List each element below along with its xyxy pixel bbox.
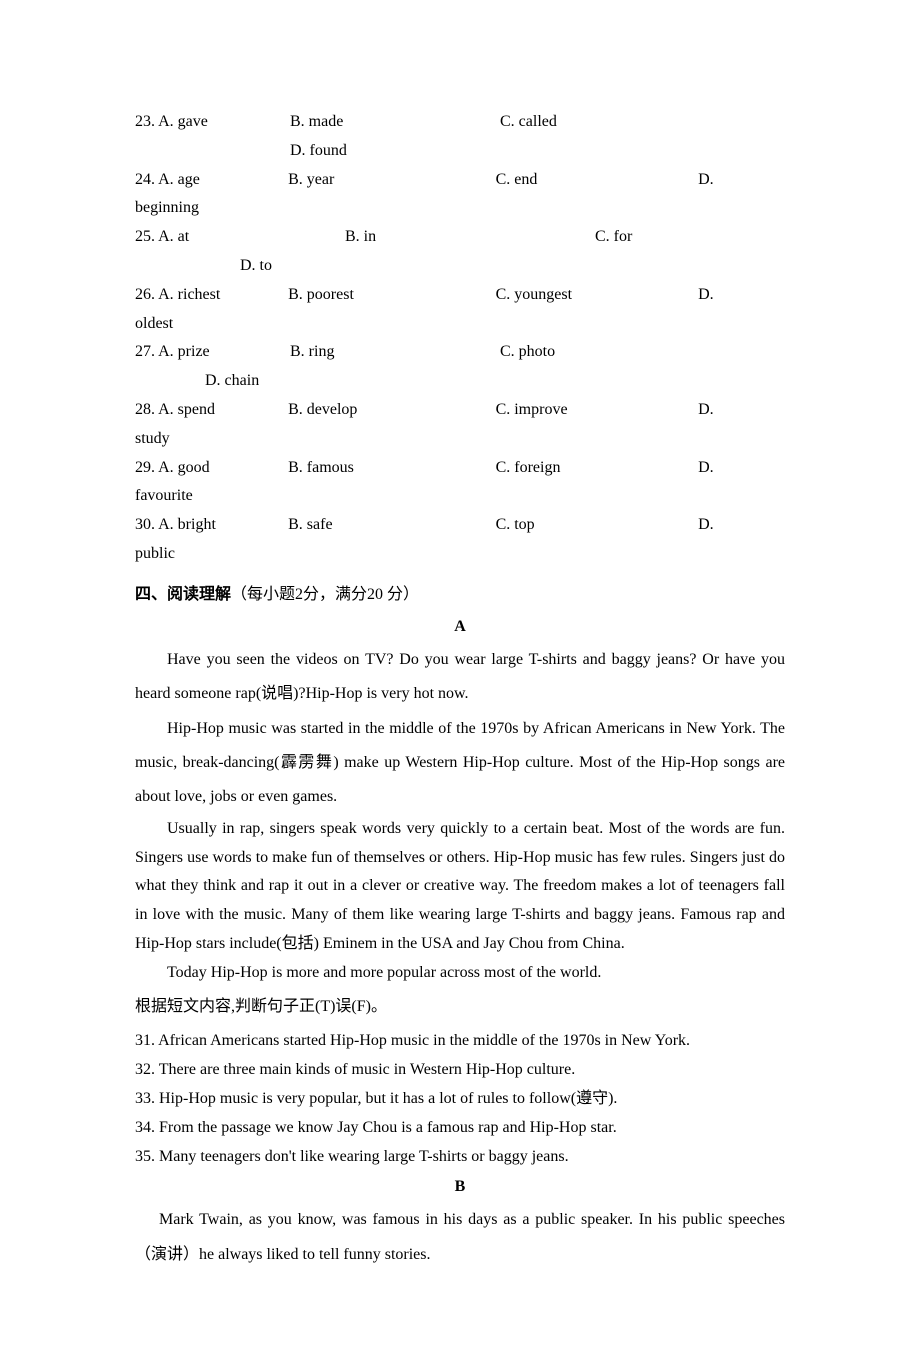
section-4-title: 四、阅读理解（每小题2分，满分20 分）: [135, 579, 785, 611]
question-31: 31. African Americans started Hip-Hop mu…: [135, 1027, 785, 1056]
option-d-cont: beginning: [135, 194, 785, 223]
option-a: 27. A. prize: [135, 338, 290, 367]
question-35: 35. Many teenagers don't like wearing la…: [135, 1143, 785, 1172]
question-25: 25. A. at B. in C. for: [135, 223, 785, 252]
question-32: 32. There are three main kinds of music …: [135, 1056, 785, 1085]
option-c: C. photo: [500, 338, 705, 367]
option-c: C. foreign: [496, 454, 699, 483]
option-a: 29. A. good: [135, 454, 288, 483]
passage-a-instruction: 根据短文内容,判断句子正(T)误(F)。: [135, 987, 785, 1027]
question-29: 29. A. good B. famous C. foreign D.: [135, 454, 785, 483]
option-c: C. called: [500, 108, 760, 137]
option-b: B. in: [345, 223, 595, 252]
option-d: D. found: [135, 137, 785, 166]
question-23: 23. A. gave B. made C. called: [135, 108, 785, 137]
option-b: B. year: [288, 166, 495, 195]
option-c: C. improve: [496, 396, 699, 425]
option-c: C. youngest: [496, 281, 699, 310]
question-30: 30. A. bright B. safe C. top D.: [135, 511, 785, 540]
option-d-cont: public: [135, 540, 785, 569]
question-33: 33. Hip-Hop music is very popular, but i…: [135, 1085, 785, 1114]
option-d: D.: [698, 281, 785, 310]
passage-a-p4: Today Hip-Hop is more and more popular a…: [135, 959, 785, 988]
option-d: D.: [698, 511, 785, 540]
option-c: C. top: [496, 511, 699, 540]
option-d: D. to: [135, 252, 785, 281]
option-a: 30. A. bright: [135, 511, 288, 540]
option-d: D.: [698, 454, 785, 483]
option-b: B. ring: [290, 338, 500, 367]
option-a: 23. A. gave: [135, 108, 290, 137]
option-a: 24. A. age: [135, 166, 288, 195]
option-d: D.: [698, 166, 785, 195]
passage-a-label: A: [135, 611, 785, 643]
option-d-cont: favourite: [135, 482, 785, 511]
option-c: C. for: [595, 223, 632, 252]
option-d: D. chain: [135, 367, 785, 396]
option-a: 25. A. at: [135, 223, 345, 252]
section-4-title-normal: （每小题2分，满分20 分）: [231, 586, 419, 603]
section-4-title-bold: 四、阅读理解: [135, 586, 231, 603]
question-26: 26. A. richest B. poorest C. youngest D.: [135, 281, 785, 310]
option-b: B. made: [290, 108, 500, 137]
passage-a-p2: Hip-Hop music was started in the middle …: [135, 712, 785, 815]
question-28: 28. A. spend B. develop C. improve D.: [135, 396, 785, 425]
option-d-cont: oldest: [135, 310, 785, 339]
option-b: B. safe: [288, 511, 495, 540]
option-b: B. famous: [288, 454, 495, 483]
option-a: 28. A. spend: [135, 396, 288, 425]
passage-b-p1: Mark Twain, as you know, was famous in h…: [135, 1203, 785, 1272]
passage-a-p1: Have you seen the videos on TV? Do you w…: [135, 643, 785, 712]
option-d-cont: study: [135, 425, 785, 454]
question-27: 27. A. prize B. ring C. photo: [135, 338, 785, 367]
option-c: C. end: [496, 166, 699, 195]
option-b: B. develop: [288, 396, 495, 425]
option-d: D.: [698, 396, 785, 425]
question-34: 34. From the passage we know Jay Chou is…: [135, 1114, 785, 1143]
passage-a-p3: Usually in rap, singers speak words very…: [135, 815, 785, 959]
option-b: B. poorest: [288, 281, 495, 310]
option-a: 26. A. richest: [135, 281, 288, 310]
passage-b-label: B: [135, 1171, 785, 1203]
question-24: 24. A. age B. year C. end D.: [135, 166, 785, 195]
